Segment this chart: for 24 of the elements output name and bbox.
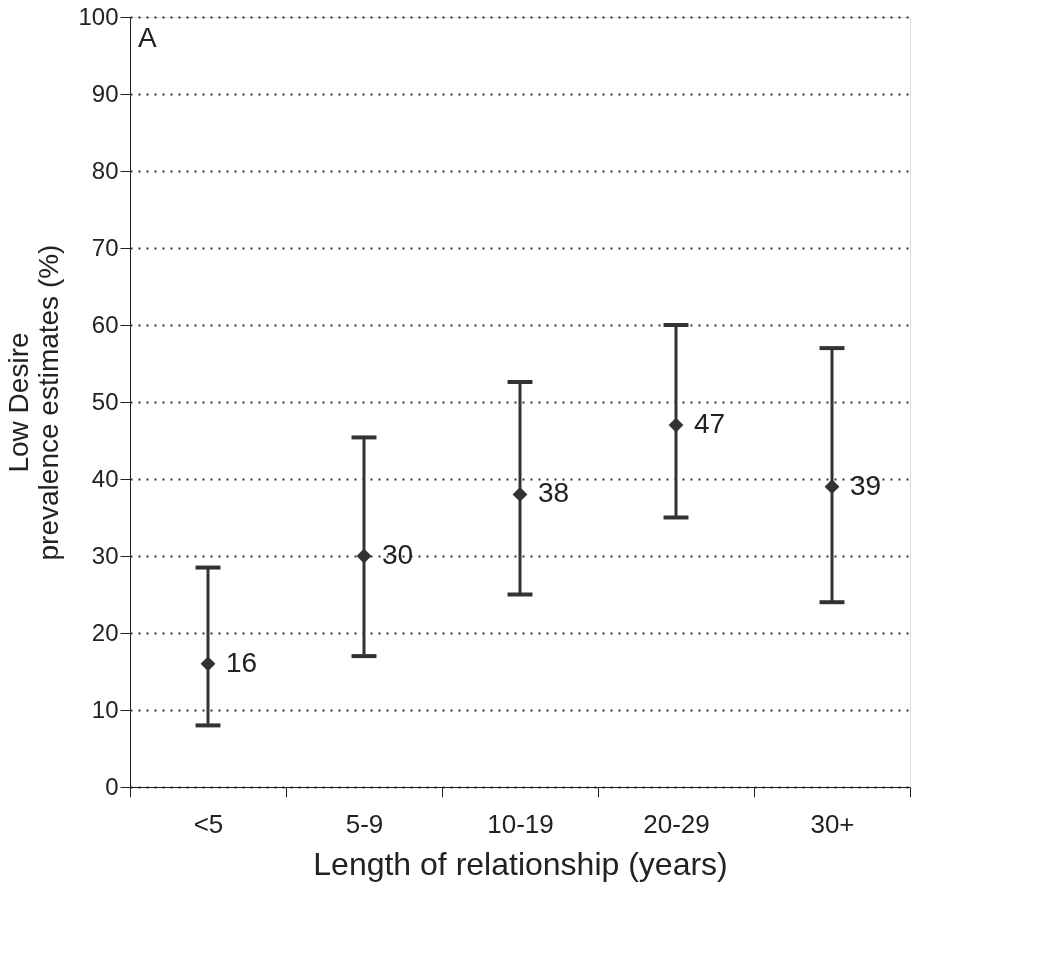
data-label: 47: [694, 408, 726, 440]
y-tick-label: 100: [78, 2, 119, 30]
y-tick-label: 80: [91, 156, 119, 184]
y-tick-label: 10: [91, 695, 119, 723]
y-tick-label: 70: [91, 233, 119, 261]
y-tick-label: 0: [105, 772, 119, 800]
y-tick-label: 60: [91, 310, 119, 338]
y-tick-label: 40: [91, 464, 119, 492]
x-tick-label: 20-29: [643, 808, 710, 839]
data-label: 39: [850, 469, 882, 501]
data-label: 38: [538, 477, 570, 509]
x-axis-title: Length of relationship (years): [313, 845, 728, 882]
x-tick-label: 10-19: [487, 808, 554, 839]
x-tick-label: 30+: [810, 808, 855, 839]
y-axis-title: Low Desire prevalence estimates (%): [3, 244, 65, 561]
y-tick-label: 20: [91, 618, 119, 646]
data-label: 16: [226, 646, 258, 678]
y-tick-label: 50: [91, 387, 119, 415]
y-tick-label: 90: [91, 79, 119, 107]
annotation: A: [138, 22, 157, 53]
x-tick-label: <5: [193, 808, 224, 839]
y-tick-label: 30: [91, 541, 119, 569]
x-tick-label: 5-9: [345, 808, 384, 839]
data-label: 30: [382, 539, 414, 570]
